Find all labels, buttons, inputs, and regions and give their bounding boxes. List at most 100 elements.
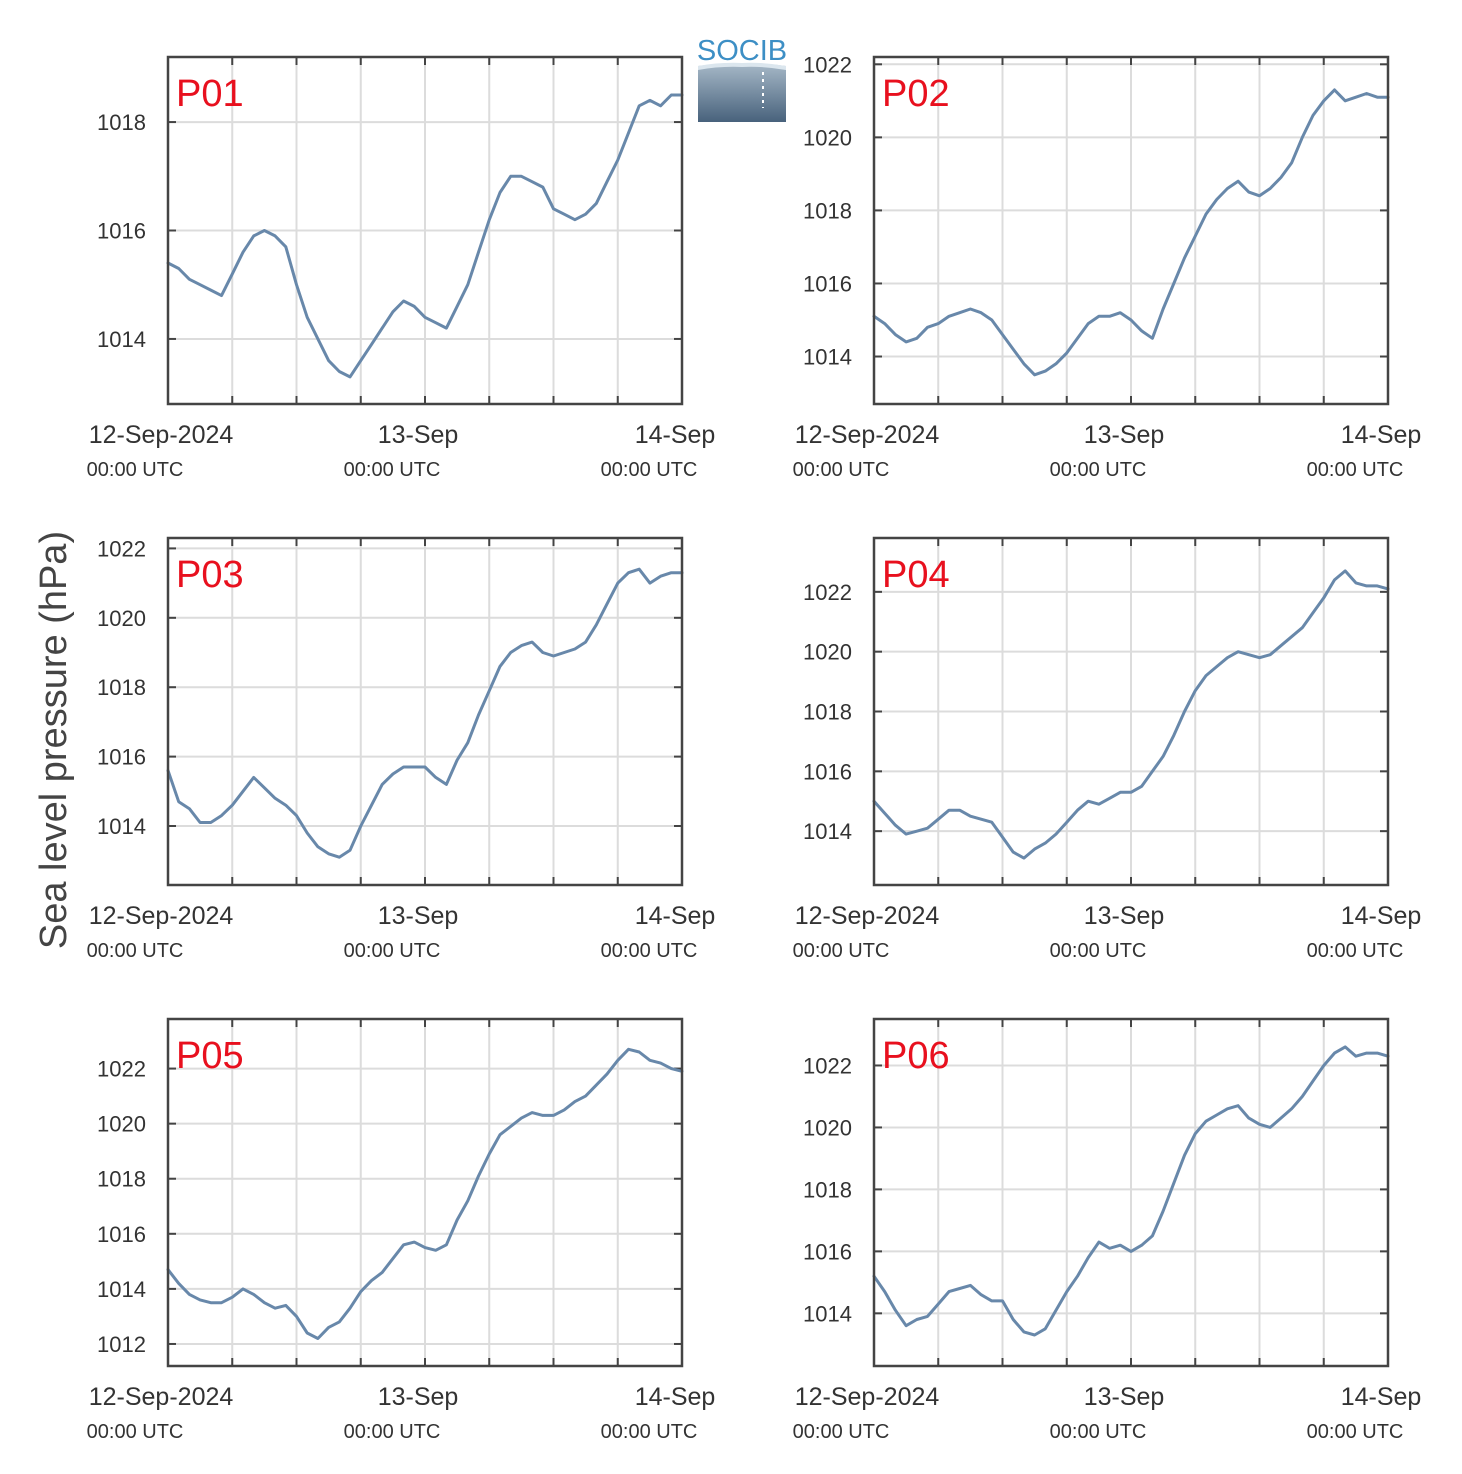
- x-tick-label: 14-Sep: [635, 1383, 716, 1411]
- x-tick-sublabel: 00:00 UTC: [1307, 940, 1404, 962]
- y-tick-label: 1014: [803, 345, 852, 370]
- y-tick-label: 1016: [97, 219, 146, 244]
- x-tick-label: 14-Sep: [635, 421, 716, 449]
- plot-frame: [166, 55, 684, 406]
- x-tick-sublabel: 00:00 UTC: [601, 940, 698, 962]
- x-tick-label: 13-Sep: [1084, 1383, 1165, 1411]
- y-tick-label: 1022: [97, 536, 146, 561]
- panel-label: P02: [882, 73, 950, 115]
- x-tick-label: 14-Sep: [635, 902, 716, 930]
- plot-frame: [872, 536, 1390, 887]
- x-tick-sublabel: 00:00 UTC: [1307, 459, 1404, 481]
- x-tick-label: 12-Sep-2024: [89, 421, 234, 449]
- panel-p05: 1012 1014 1016 1018 1020 1022 12-Sep-2024 00:00…: [87, 1017, 716, 1443]
- y-tick-label: 1014: [803, 819, 852, 844]
- series-line: [166, 1047, 684, 1340]
- y-tick-label: 1018: [803, 198, 852, 223]
- x-tick-sublabel: 00:00 UTC: [87, 459, 184, 481]
- x-tick-label: 12-Sep-2024: [89, 902, 234, 930]
- x-tick-label: 13-Sep: [378, 902, 459, 930]
- y-tick-label: 1020: [803, 125, 852, 150]
- series-line: [872, 1045, 1390, 1337]
- y-tick-label: 1018: [803, 700, 852, 725]
- panel-label: P01: [176, 73, 244, 115]
- x-tick-sublabel: 00:00 UTC: [344, 940, 441, 962]
- x-tick-label: 14-Sep: [1341, 1383, 1422, 1411]
- grid: [168, 1019, 682, 1366]
- y-tick-label: 1020: [97, 606, 146, 631]
- x-tick-label: 13-Sep: [378, 1383, 459, 1411]
- x-tick-label: 14-Sep: [1341, 421, 1422, 449]
- y-tick-label: 1018: [97, 675, 146, 700]
- panel-p02: 1014 1016 1018 1020 1022 12-Sep-2024 00:00 UTC…: [793, 52, 1422, 481]
- x-tick-sublabel: 00:00 UTC: [601, 1421, 698, 1443]
- x-tick-label: 13-Sep: [1084, 421, 1165, 449]
- y-tick-label: 1018: [803, 1177, 852, 1202]
- x-tick-sublabel: 00:00 UTC: [344, 459, 441, 481]
- y-tick-label: 1020: [97, 1112, 146, 1137]
- series-line: [872, 569, 1390, 860]
- x-tick-sublabel: 00:00 UTC: [87, 940, 184, 962]
- panel-label: P06: [882, 1035, 950, 1077]
- ticks: [168, 57, 682, 404]
- grid: [874, 538, 1388, 885]
- series-line: [166, 93, 684, 379]
- panel-label: P05: [176, 1035, 244, 1077]
- panel-p04: 1014 1016 1018 1020 1022 12-Sep-2024 00:00 UTC…: [793, 536, 1422, 962]
- panel-label: P04: [882, 554, 950, 596]
- x-tick-label: 12-Sep-2024: [795, 902, 940, 930]
- series-line: [166, 567, 684, 859]
- x-tick-sublabel: 00:00 UTC: [1050, 940, 1147, 962]
- x-tick-sublabel: 00:00 UTC: [793, 459, 890, 481]
- grid: [168, 57, 682, 404]
- grid: [874, 57, 1388, 404]
- y-tick-label: 1022: [803, 580, 852, 605]
- ticks: [168, 1019, 682, 1366]
- y-tick-label: 1016: [97, 745, 146, 770]
- logo-wave-icon: [698, 63, 786, 122]
- x-tick-sublabel: 00:00 UTC: [1050, 459, 1147, 481]
- x-tick-sublabel: 00:00 UTC: [1050, 1421, 1147, 1443]
- x-tick-label: 12-Sep-2024: [89, 1383, 234, 1411]
- x-tick-label: 12-Sep-2024: [795, 1383, 940, 1411]
- panel-p03: 1014 1016 1018 1020 1022 12-Sep-2024 00:00 UTC…: [87, 536, 716, 962]
- x-tick-label: 13-Sep: [1084, 902, 1165, 930]
- ticks: [874, 538, 1388, 885]
- x-tick-label: 13-Sep: [378, 421, 459, 449]
- y-tick-label: 1016: [803, 1239, 852, 1264]
- y-tick-label: 1014: [97, 1277, 146, 1302]
- x-tick-sublabel: 00:00 UTC: [1307, 1421, 1404, 1443]
- y-tick-label: 1018: [97, 1167, 146, 1192]
- y-tick-label: 1020: [803, 640, 852, 665]
- plot-frame: [872, 1017, 1390, 1368]
- y-tick-label: 1020: [803, 1115, 852, 1140]
- x-tick-sublabel: 00:00 UTC: [601, 459, 698, 481]
- grid: [874, 1019, 1388, 1366]
- ticks: [168, 538, 682, 885]
- x-tick-label: 14-Sep: [1341, 902, 1422, 930]
- y-tick-label: 1022: [97, 1057, 146, 1082]
- logo-text: SOCIB: [697, 35, 787, 67]
- plot-frame: [166, 536, 684, 887]
- y-tick-label: 1016: [803, 759, 852, 784]
- y-tick-label: 1014: [803, 1301, 852, 1326]
- panel-p06: 1014 1016 1018 1020 1022 12-Sep-2024 00:00 UTC…: [793, 1017, 1422, 1443]
- plot-frame: [872, 55, 1390, 406]
- x-tick-sublabel: 00:00 UTC: [87, 1421, 184, 1443]
- panel-p01: 1014 1016 1018 12-Sep-2024 00:00 UTC 13-Sep 00…: [87, 55, 716, 481]
- y-tick-label: 1022: [803, 52, 852, 77]
- ticks: [874, 57, 1388, 404]
- y-axis-label: Sea level pressure (hPa): [33, 531, 75, 949]
- y-tick-label: 1012: [97, 1332, 146, 1357]
- y-tick-label: 1014: [97, 814, 146, 839]
- y-tick-label: 1016: [97, 1222, 146, 1247]
- y-tick-label: 1018: [97, 110, 146, 135]
- socib-logo: SOCIB: [697, 35, 787, 122]
- y-tick-label: 1022: [803, 1053, 852, 1078]
- grid: [168, 538, 682, 885]
- x-tick-sublabel: 00:00 UTC: [344, 1421, 441, 1443]
- plot-frame: [166, 1017, 684, 1368]
- y-tick-label: 1014: [97, 327, 146, 352]
- x-tick-sublabel: 00:00 UTC: [793, 940, 890, 962]
